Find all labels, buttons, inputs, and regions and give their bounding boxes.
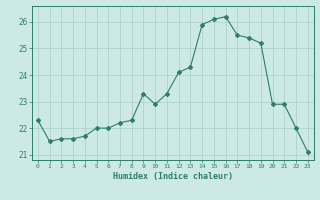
X-axis label: Humidex (Indice chaleur): Humidex (Indice chaleur)	[113, 172, 233, 181]
